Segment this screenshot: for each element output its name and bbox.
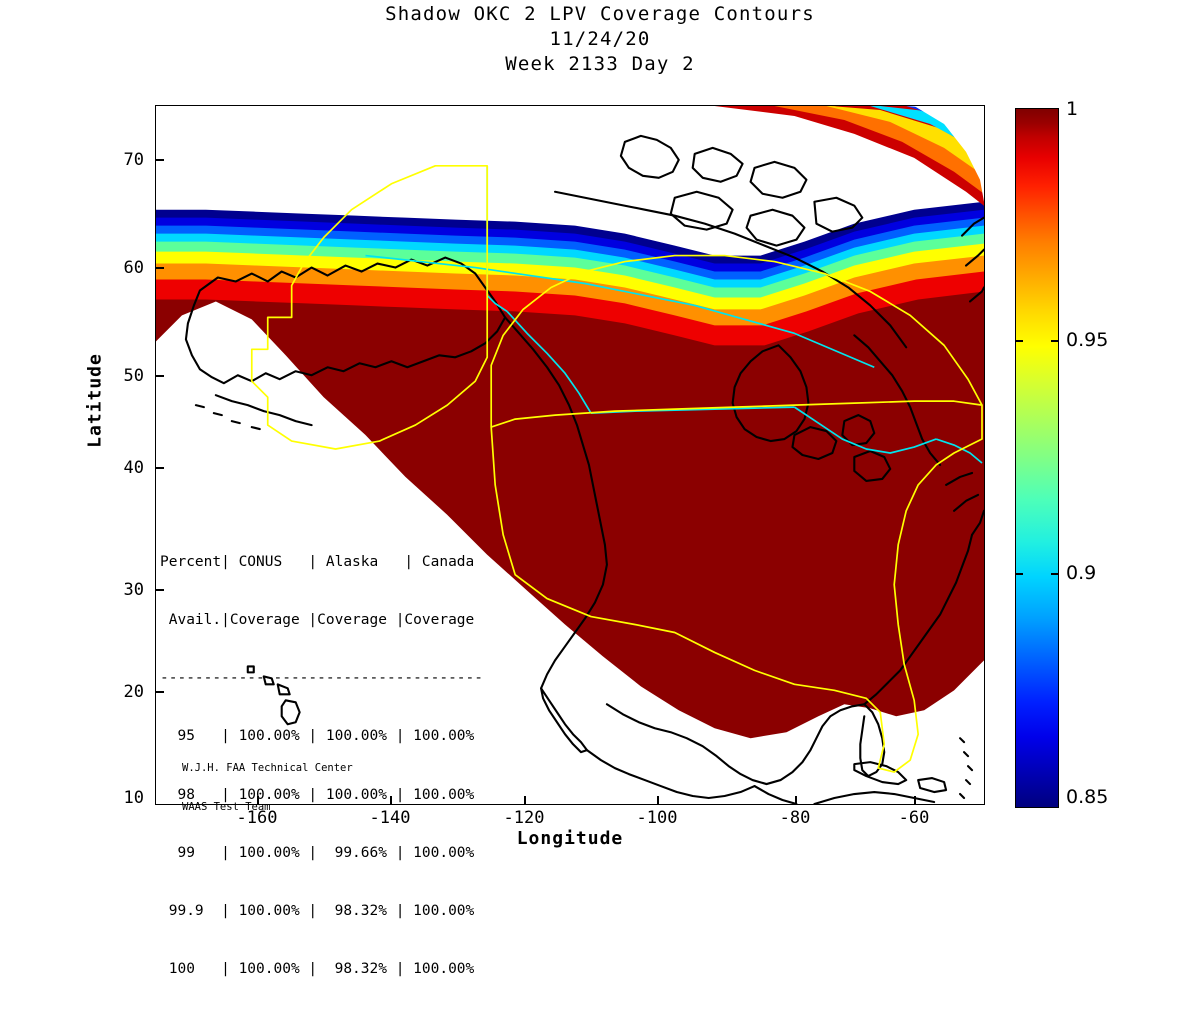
northeast-ocean-white: [914, 106, 984, 202]
east-band-white: [156, 301, 984, 804]
table-row: 98 | 100.00% | 100.00% | 100.00%: [160, 786, 475, 803]
xtick-label: -80: [779, 808, 811, 828]
colorbar-tick-mark: [1051, 573, 1059, 575]
table-row: 99 | 100.00% | 99.66% | 100.00%: [160, 844, 475, 861]
coastline-lesser-antilles: [959, 737, 974, 800]
coastline-florida: [859, 703, 886, 778]
colorbar-label: 0.9: [1066, 562, 1097, 584]
coastline-greenland: [961, 216, 984, 303]
coverage-contour-map: [156, 106, 984, 804]
xtick-label: -120: [503, 808, 545, 828]
table-row: 99.9 | 100.00% | 98.32% | 100.00%: [160, 903, 475, 920]
coastline-gulf: [605, 703, 866, 786]
service-boundary-canada: [490, 254, 983, 428]
coastline-labrador: [853, 334, 942, 467]
coastline-north-mainland: [553, 190, 908, 349]
coastline-hawaii: [246, 665, 301, 726]
ytick-label: 10: [123, 788, 144, 808]
border-great-lakes: [793, 406, 937, 454]
attribution-line-2: WAAS Test Team: [182, 801, 271, 813]
ytick-label: 30: [123, 580, 144, 600]
xtick-label: -100: [636, 808, 678, 828]
table-header-row-2: Avail.|Coverage |Coverage |Coverage: [160, 612, 475, 629]
border-se-alaska: [506, 310, 592, 414]
title-line-2: 11/24/20: [549, 28, 651, 50]
colorbar-tick-mark: [1015, 573, 1023, 575]
coastline-aleutian-islands: [194, 404, 261, 431]
coastline-hispaniola: [917, 777, 948, 794]
coastline-cuba: [853, 761, 908, 786]
colorbar-tick-mark: [1051, 340, 1059, 342]
title-line-3: Week 2133 Day 2: [505, 53, 695, 75]
service-boundary-group: [250, 164, 983, 773]
coastline-great-lakes: [791, 414, 892, 482]
table-row: 95 | 100.00% | 100.00% | 100.00%: [160, 728, 475, 745]
colorbar-tick-mark: [1015, 340, 1023, 342]
figure-title: Shadow OKC 2 LPV Coverage Contours 11/24…: [0, 2, 1200, 77]
attribution-block: W.J.H. FAA Technical Center WAAS Test Te…: [182, 736, 353, 840]
coastline-baja: [540, 687, 589, 754]
coastline-pacific-west: [504, 316, 608, 690]
coastline-alaska: [184, 256, 507, 385]
xtick-label: -60: [898, 808, 930, 828]
table-row: 100 | 100.00% | 98.32% | 100.00%: [160, 961, 475, 978]
figure-root: Shadow OKC 2 LPV Coverage Contours 11/24…: [0, 2, 1200, 977]
coastline-group: [184, 134, 984, 804]
service-boundary-alaska: [250, 164, 489, 450]
service-boundary-conus: [490, 400, 983, 773]
arctic-band-yellow: [774, 106, 984, 176]
ytick-label: 50: [123, 366, 144, 386]
ytick-label: 60: [123, 258, 144, 278]
title-line-1: Shadow OKC 2 LPV Coverage Contours: [385, 3, 815, 25]
coastline-aleutians: [214, 394, 313, 427]
border-canada-arctic: [365, 254, 875, 369]
y-axis-title: Latitude: [84, 353, 106, 448]
ytick-label: 40: [123, 458, 144, 478]
map-plot-area: [155, 105, 985, 805]
coastline-maritimes: [945, 471, 984, 536]
coastline-mexico-south: [585, 749, 756, 800]
east-atlantic-falloff: [156, 301, 984, 804]
x-axis-title: Longitude: [516, 828, 624, 849]
coastline-hudson-bay: [731, 344, 810, 443]
colorbar-label: 1: [1066, 98, 1079, 120]
table-separator: -------------------------------------: [160, 670, 484, 687]
coastline-arctic-archipelago: [619, 134, 864, 247]
attribution-line-1: W.J.H. FAA Technical Center: [182, 762, 353, 774]
coastline-east: [863, 533, 974, 706]
ytick-label: 20: [123, 682, 144, 702]
colorbar-gradient: [1016, 109, 1058, 807]
colorbar-label: 0.95: [1066, 329, 1109, 351]
table-header-row-1: Percent| CONUS | Alaska | Canada: [160, 553, 475, 570]
coverage-band-1000: [156, 291, 984, 772]
colorbar-label: 0.85: [1066, 786, 1109, 808]
coastline-central-america: [753, 785, 798, 804]
ytick-label: 70: [123, 150, 144, 170]
colorbar: [1015, 108, 1059, 808]
coverage-band-group: [156, 201, 984, 772]
